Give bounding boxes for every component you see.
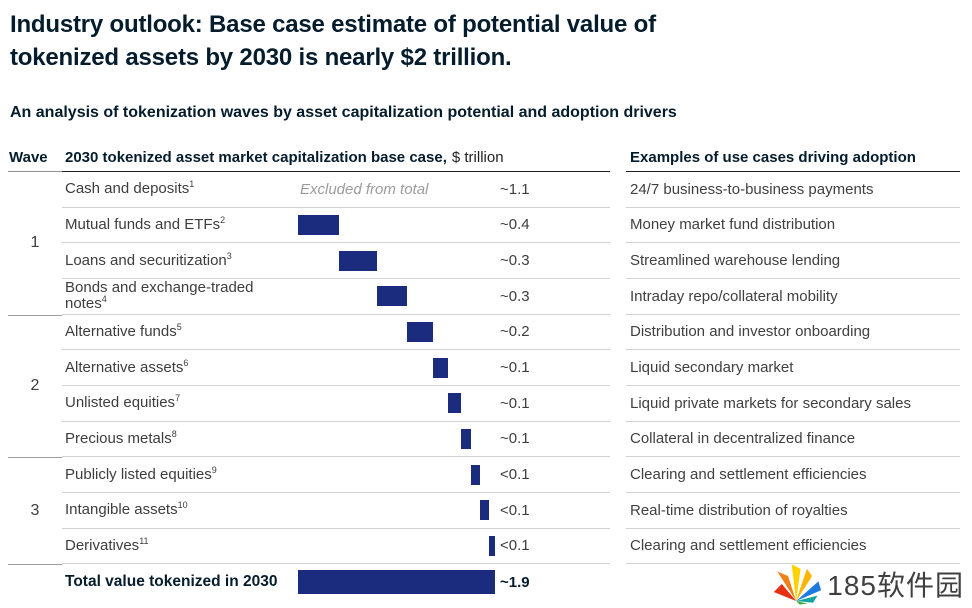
use-case-cell: Real-time distribution of royalties [626,493,960,529]
waterfall-bar [376,286,407,307]
asset-row: Loans and securitization3 ~0.3 [62,243,610,279]
use-case-cell: Intraday repo/collateral mobility [626,279,960,315]
asset-label: Alternative funds5 [65,321,182,340]
use-case-cell: Liquid secondary market [626,350,960,386]
asset-row: Bonds and exchange-traded notes4 ~0.3 [62,279,610,315]
waterfall-bar [471,464,481,485]
waterfall-bar [480,500,489,521]
waterfall-bar [432,357,449,378]
asset-label: Derivatives11 [65,535,149,554]
footnote-marker: 7 [175,393,181,404]
total-label: Total value tokenized in 2030 [65,573,278,591]
value-label: ~0.1 [500,430,530,448]
value-label: ~0.3 [500,287,530,305]
use-case-cell: Liquid private markets for secondary sal… [626,386,960,422]
asset-label: Loans and securitization3 [65,250,232,269]
value-label: ~0.4 [500,216,530,234]
asset-label: Alternative assets6 [65,357,189,376]
waterfall-bar [339,250,377,271]
value-label: <0.1 [500,466,530,484]
wave-spacer [8,564,62,600]
asset-label: Bonds and exchange-traded notes4 [65,279,254,313]
footnote-marker: 11 [139,535,149,546]
waterfall-bar [460,428,472,449]
site-logo-icon [774,564,822,605]
page-title-line2: tokenized assets by 2030 is nearly $2 tr… [10,44,512,71]
footnote-marker: 3 [226,250,232,261]
value-label: <0.1 [500,501,530,519]
footnote-marker: 8 [171,428,177,439]
asset-label: Publicly listed equities9 [65,464,217,483]
footnote-marker: 1 [189,179,195,190]
wave-number: 1 [30,234,40,252]
asset-row: Publicly listed equities9 <0.1 [62,457,610,493]
asset-row: Mutual funds and ETFs2 ~0.4 [62,208,610,244]
site-watermark-text: 185软件园 [827,570,964,601]
use-case-cell: Streamlined warehouse lending [626,243,960,279]
value-label: ~0.1 [500,394,530,412]
asset-label: Precious metals8 [65,428,177,447]
total-row: Total value tokenized in 2030 ~1.9 [62,564,610,600]
waterfall-bar [298,214,340,235]
total-bar [298,570,495,595]
asset-row: Alternative funds5 ~0.2 [62,315,610,351]
page-title-line1: Industry outlook: Base case estimate of … [10,11,656,38]
exhibit-subtitle: An analysis of tokenization waves by ass… [10,104,677,121]
asset-row: Intangible assets10 <0.1 [62,493,610,529]
market-cap-header-unit: $ trillion [451,149,504,166]
exhibit-table: Wave 2030 tokenized asset market capital… [8,148,960,600]
asset-row: Unlisted equities7 ~0.1 [62,386,610,422]
use-cases-column-header: Examples of use cases driving adoption [626,148,960,172]
footnote-marker: 6 [183,357,189,368]
value-label: ~1.9 [500,573,530,591]
use-case-cell: Clearing and settlement efficiencies [626,457,960,493]
use-case-cell: Distribution and investor onboarding [626,315,960,351]
asset-label: Intangible assets10 [65,500,188,519]
wave-number: 2 [8,314,62,458]
asset-row: Precious metals8 ~0.1 [62,422,610,458]
use-case-cell: 24/7 business-to-business payments [626,172,960,208]
site-watermark: 185软件园 [772,562,964,606]
value-label: ~0.2 [500,323,530,341]
waterfall-bar [488,535,495,556]
market-cap-header-bold: 2030 tokenized asset market capitalizati… [65,149,447,166]
use-case-cell: Clearing and settlement efficiencies [626,529,960,565]
waterfall-bar [406,321,433,342]
page-title: Industry outlook: Base case estimate of … [10,8,656,74]
asset-row: Derivatives11 <0.1 [62,529,610,565]
footnote-marker: 10 [177,500,188,511]
footnote-marker: 2 [220,214,226,225]
asset-label: Mutual funds and ETFs2 [65,214,226,233]
use-case-cell: Collateral in decentralized finance [626,422,960,458]
use-case-cell: Money market fund distribution [626,208,960,244]
wave-column-header: Wave [8,148,62,172]
footnote-marker: 5 [176,321,182,332]
value-label: <0.1 [500,537,530,555]
value-label: ~0.3 [500,252,530,270]
asset-row: Alternative assets6 ~0.1 [62,350,610,386]
wave-number: 3 [8,457,62,564]
footnote-marker: 9 [211,464,217,475]
asset-label: Cash and deposits1 [65,179,195,198]
asset-label: Unlisted equities7 [65,393,181,412]
value-label: ~1.1 [500,180,530,198]
excluded-from-total-note: Excluded from total [300,180,429,198]
value-label: ~0.1 [500,359,530,377]
asset-row: Cash and deposits1 Excluded from total ~1.… [62,172,610,208]
market-cap-column-header: 2030 tokenized asset market capitalizati… [62,148,610,172]
waterfall-bar [448,393,461,414]
footnote-marker: 4 [101,294,107,305]
